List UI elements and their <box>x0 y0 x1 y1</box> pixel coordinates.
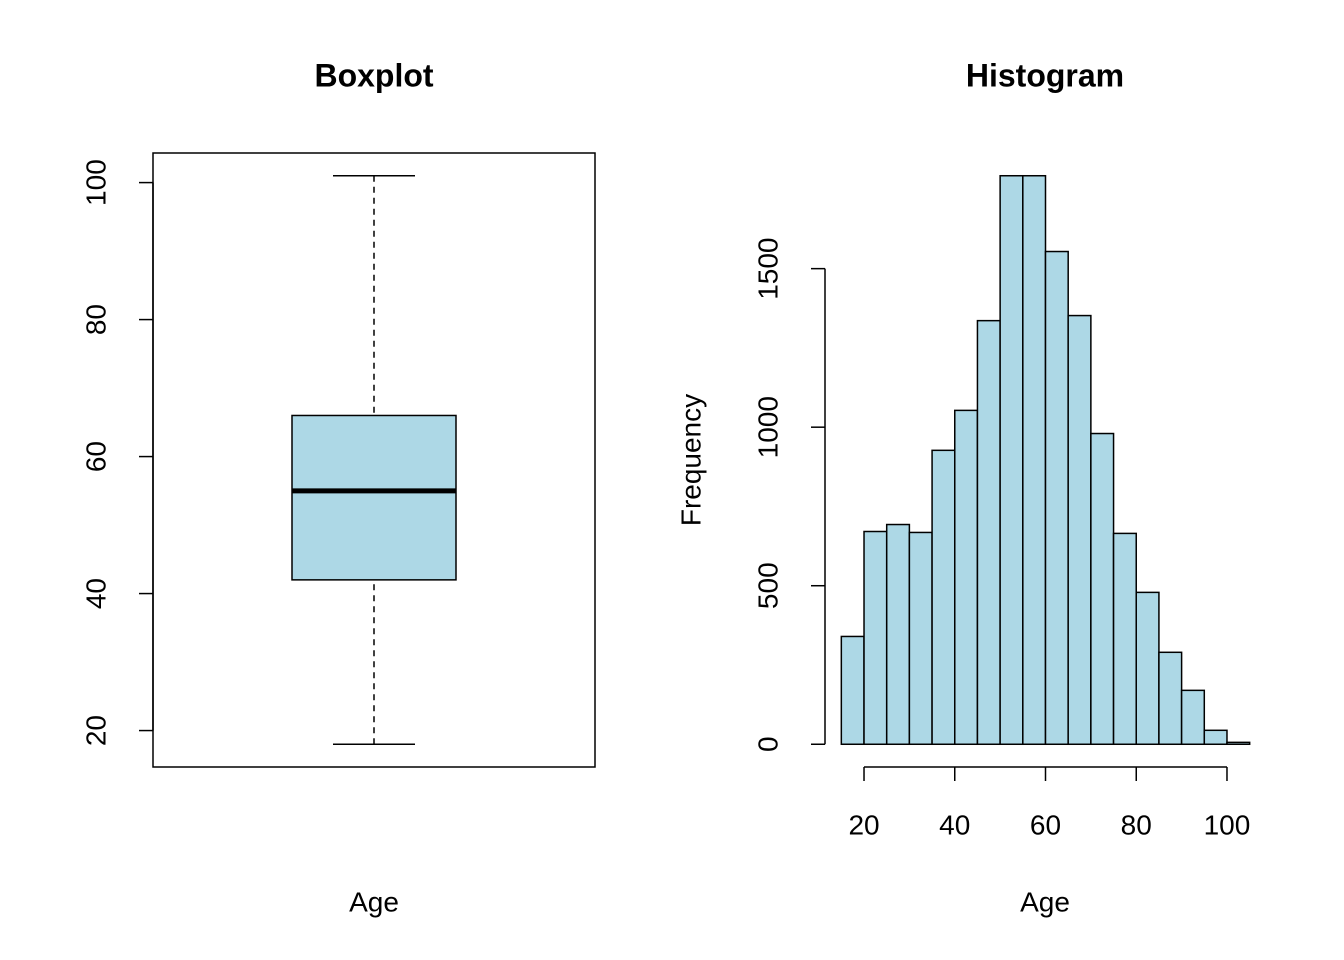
bar <box>999 174 1024 746</box>
bar <box>1044 250 1069 746</box>
bar <box>1135 591 1160 746</box>
bar <box>1203 729 1228 746</box>
bar <box>1112 532 1137 746</box>
bar <box>1226 741 1251 746</box>
x-tick-label: 100 <box>1204 809 1251 840</box>
bar <box>908 531 933 746</box>
x-tick-label: 60 <box>1030 809 1061 840</box>
y-tick-label: 1000 <box>752 396 783 458</box>
x-tick-label: 40 <box>939 809 970 840</box>
bar <box>931 449 956 746</box>
y-tick-label: 0 <box>752 736 783 752</box>
y-tick-label: 40 <box>80 578 111 609</box>
bar <box>1022 174 1047 746</box>
x-axis-label: Age <box>349 886 399 917</box>
bar <box>885 523 911 746</box>
bar <box>1180 689 1206 746</box>
bar <box>1090 432 1115 746</box>
y-tick-label: 100 <box>80 159 111 206</box>
y-axis-label: Frequency <box>675 394 706 526</box>
bar <box>1067 314 1092 746</box>
y-tick-label: 60 <box>80 441 111 472</box>
bar <box>863 530 888 746</box>
box <box>291 414 457 581</box>
y-tick-label: 80 <box>80 304 111 335</box>
bar <box>976 319 1001 746</box>
bar <box>1158 651 1183 746</box>
x-tick-label: 20 <box>848 809 879 840</box>
y-tick-label: 20 <box>80 715 111 746</box>
chart-title: Histogram <box>966 57 1124 93</box>
x-axis-label: Age <box>1020 886 1070 917</box>
y-tick-label: 1500 <box>752 237 783 299</box>
y-tick-label: 500 <box>752 562 783 609</box>
x-tick-label: 80 <box>1121 809 1152 840</box>
bar <box>954 409 979 746</box>
chart-title: Boxplot <box>314 57 433 93</box>
bar <box>840 635 865 746</box>
